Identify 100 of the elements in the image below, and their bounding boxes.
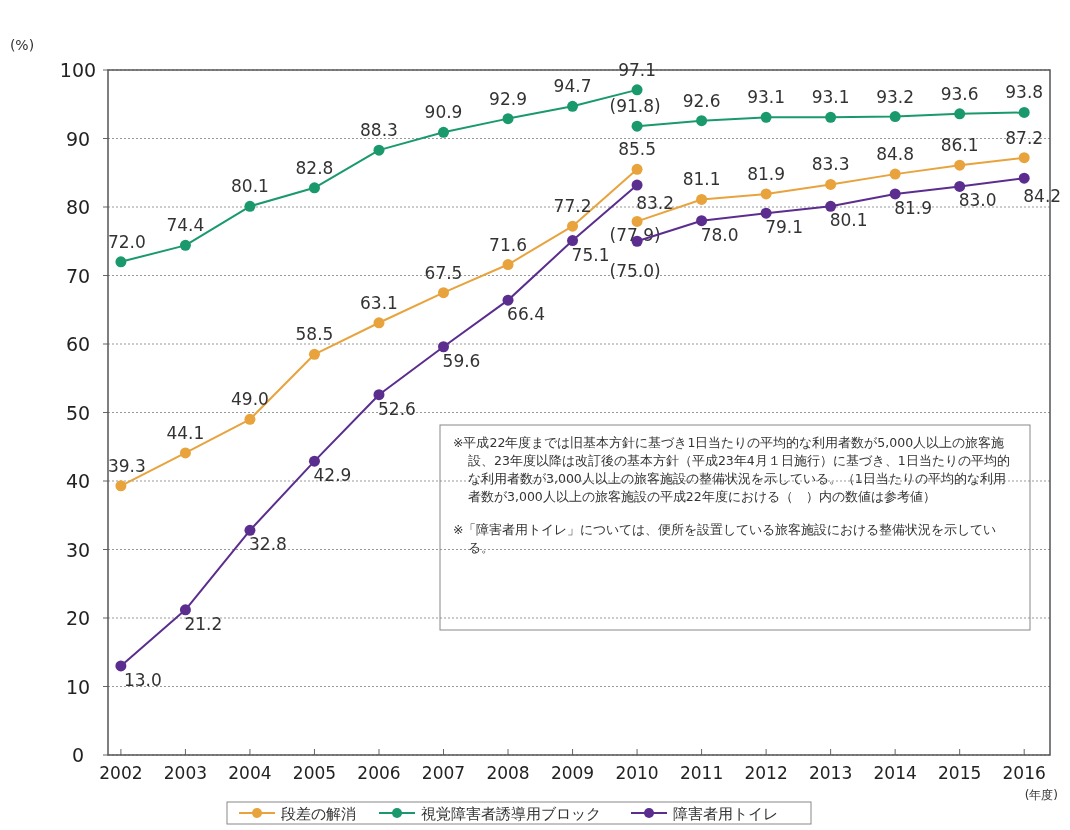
point: [373, 389, 385, 401]
data-label: 83.3: [811, 154, 850, 175]
data-label: 66.4: [507, 304, 545, 325]
point: [308, 348, 320, 360]
data-label: 93.1: [811, 87, 850, 108]
data-label: 83.2: [636, 193, 674, 214]
point: [567, 235, 579, 247]
data-label: 42.9: [313, 465, 352, 486]
data-label: 72.0: [107, 231, 146, 252]
point: [696, 115, 708, 127]
x-tick-label: 2010: [615, 763, 659, 783]
picture-note-box: ※平成22年度までは旧基本方針に基づき1日当たりの平均的な利用者数が5,000人以上の旅客施設、23年度以降は改訂後の基本方針（平成23年4月１日施行）に基づき、1日当たりの平均的な利用者数が3,000人以上の旅客施設の整備状況を示している。（1日当たりの平均的な利用者数が3,000人以上の旅客施設の平成22年度における（ ）内の数値は参考値） ※「障害者用トイレ」については、便所を設置している旅客施設における整備状況を示している。: [439, 424, 1031, 631]
data-label: 80.1: [829, 210, 868, 231]
y-tick-label: 70: [65, 264, 91, 287]
data-label: 80.1: [231, 176, 269, 197]
point: [825, 200, 837, 212]
data-label: 52.6: [378, 398, 416, 419]
data-label: 83.0: [958, 190, 997, 211]
data-label: 93.6: [940, 83, 979, 104]
data-label: 71.6: [489, 234, 527, 255]
point: [631, 215, 643, 227]
data-label: 93.1: [747, 87, 786, 108]
y-tick-label: 40: [65, 470, 91, 492]
x-tick-label: 2016: [1002, 763, 1046, 783]
y-tick-label: 0: [71, 744, 85, 766]
data-label: 92.6: [682, 90, 721, 111]
point: [115, 660, 127, 672]
data-label: 77.2: [553, 196, 592, 217]
data-label: 85.5: [618, 139, 656, 160]
point: [954, 180, 966, 192]
x-tick-label: 2011: [679, 763, 724, 783]
data-label: 93.8: [1005, 82, 1044, 103]
point: [631, 163, 643, 175]
y-tick-label: 60: [65, 333, 91, 355]
data-label: (77.9): [609, 225, 661, 246]
point: [567, 220, 579, 232]
point: [179, 447, 191, 459]
data-label: 74.4: [166, 215, 205, 236]
data-label: 94.7: [553, 76, 592, 97]
y-tick-label: 90: [65, 127, 91, 150]
data-label: 86.1: [940, 135, 979, 156]
point: [954, 159, 966, 171]
point: [438, 287, 450, 299]
point: [825, 178, 837, 190]
point: [373, 144, 385, 156]
data-label: 79.1: [765, 217, 804, 238]
point: [179, 239, 191, 251]
x-tick-label: 2015: [938, 763, 982, 783]
data-label: 75.1: [571, 244, 610, 265]
point: [373, 317, 385, 329]
legend-label: 視覚障害者誘導用ブロック: [421, 805, 601, 823]
data-label: 82.8: [295, 157, 334, 178]
point: [244, 413, 256, 425]
data-label: 49.0: [231, 389, 269, 410]
data-label: 84.8: [876, 144, 915, 165]
point: [631, 179, 643, 191]
point: [631, 84, 643, 96]
data-label: 32.8: [249, 534, 287, 555]
point: [244, 200, 256, 212]
x-tick-label: 2008: [486, 763, 530, 783]
point: [889, 188, 901, 200]
annotation: ※平成22年度までは旧基本方針に基づき1日当たりの平均的な利用者数が5,000人以上の旅客施設、23年度以降は改訂後の基本方針（平成23年4月１日施行）に基づき、1日当たりの平均的な利用者数が3,000人以上の旅客施設の整備状況を示している。（1日当たりの平均的な利用者数が3,000人以上の旅客施設の平成22年度における（ ）内の数値は参考値）: [453, 434, 1011, 507]
data-label: 13.0: [123, 669, 162, 690]
x-tick-label: 2002: [99, 763, 143, 783]
point: [631, 120, 643, 132]
point: [760, 111, 772, 123]
point: [308, 182, 320, 194]
point: [438, 126, 450, 138]
data-label: 92.9: [489, 88, 527, 109]
x-tick-label: 2013: [809, 763, 853, 783]
data-label: 93.2: [876, 86, 915, 107]
data-label: 78.0: [700, 224, 739, 245]
point: [825, 111, 837, 123]
point: [115, 480, 127, 492]
point: [179, 604, 191, 616]
data-label: 44.1: [166, 422, 205, 443]
point: [244, 524, 256, 536]
y-tick-label: 20: [65, 607, 91, 629]
data-label: 87.2: [1005, 127, 1044, 148]
data-label: 39.3: [107, 455, 146, 476]
x-tick-label: 2003: [163, 763, 208, 783]
legend-label: 障害者用トイレ: [673, 805, 778, 823]
x-tick-label: 2005: [292, 763, 337, 783]
point: [696, 193, 708, 205]
data-label: 90.9: [424, 102, 463, 123]
x-axis-title: (年度): [1024, 788, 1058, 802]
point: [438, 341, 450, 353]
point: [1018, 106, 1030, 118]
y-tick-label: 80: [65, 196, 91, 218]
point: [696, 215, 708, 227]
point: [502, 294, 514, 306]
point: [115, 256, 127, 268]
data-label: (75.0): [609, 261, 661, 282]
x-tick-label: 2007: [421, 763, 466, 783]
y-tick-label: 30: [65, 538, 91, 561]
point: [1018, 152, 1030, 164]
point: [567, 100, 579, 112]
x-tick-label: 2004: [228, 763, 272, 783]
y-tick-label: 100: [59, 59, 97, 81]
data-label: 63.1: [360, 292, 398, 313]
